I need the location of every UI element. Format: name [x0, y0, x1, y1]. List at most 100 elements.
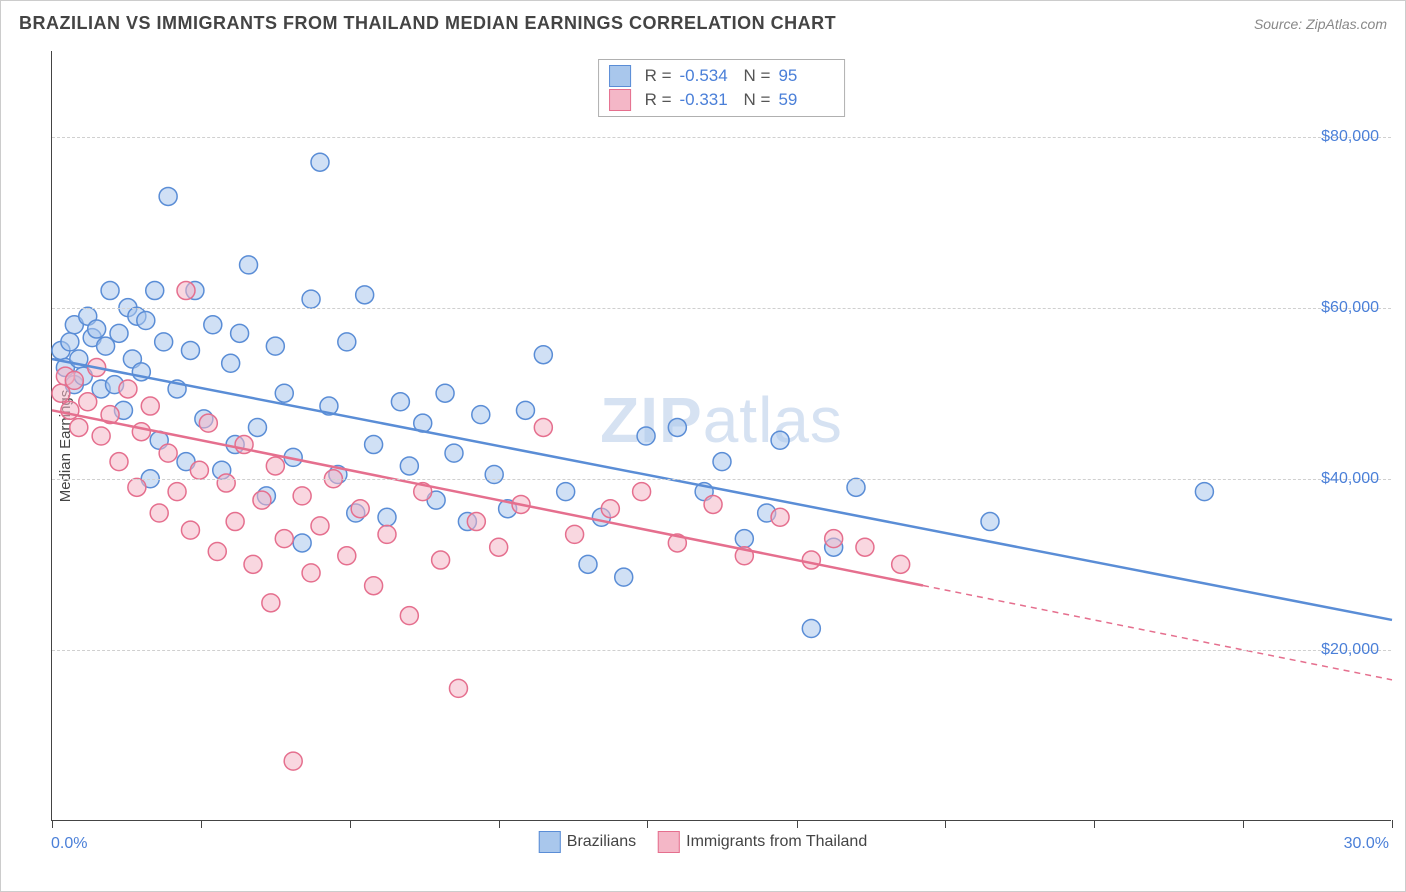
legend-swatch — [609, 89, 631, 111]
data-point — [338, 333, 356, 351]
data-point — [168, 483, 186, 501]
data-point — [132, 423, 150, 441]
chart-container: BRAZILIAN VS IMMIGRANTS FROM THAILAND ME… — [0, 0, 1406, 892]
plot-svg — [52, 51, 1391, 820]
correlation-legend-row: R = -0.331 N = 59 — [609, 88, 835, 112]
data-point — [231, 324, 249, 342]
data-point — [88, 320, 106, 338]
y-tick-label: $80,000 — [1321, 128, 1379, 146]
data-point — [190, 461, 208, 479]
data-point — [275, 530, 293, 548]
data-point — [378, 508, 396, 526]
x-tick — [647, 820, 648, 828]
legend-label: Brazilians — [567, 833, 636, 850]
data-point — [181, 341, 199, 359]
data-point — [802, 551, 820, 569]
data-point — [637, 427, 655, 445]
data-point — [92, 427, 110, 445]
data-point — [275, 384, 293, 402]
data-point — [65, 371, 83, 389]
data-point — [266, 457, 284, 475]
data-point — [802, 620, 820, 638]
data-point — [61, 333, 79, 351]
chart-header: BRAZILIAN VS IMMIGRANTS FROM THAILAND ME… — [19, 13, 1387, 34]
data-point — [137, 312, 155, 330]
legend-label: Immigrants from Thailand — [686, 833, 867, 850]
data-point — [704, 495, 722, 513]
data-point — [311, 153, 329, 171]
data-point — [248, 418, 266, 436]
data-point — [472, 406, 490, 424]
data-point — [436, 384, 454, 402]
chart-source: Source: ZipAtlas.com — [1254, 16, 1387, 32]
x-tick — [1392, 820, 1393, 828]
data-point — [633, 483, 651, 501]
data-point — [566, 525, 584, 543]
legend-item: Brazilians — [539, 831, 636, 853]
data-point — [159, 444, 177, 462]
data-point — [449, 679, 467, 697]
data-point — [128, 478, 146, 496]
data-point — [365, 577, 383, 595]
x-tick — [499, 820, 500, 828]
data-point — [847, 478, 865, 496]
series-legend: Brazilians Immigrants from Thailand — [539, 831, 867, 853]
data-point — [1195, 483, 1213, 501]
data-point — [856, 538, 874, 556]
data-point — [293, 487, 311, 505]
data-point — [467, 513, 485, 531]
n-value: 59 — [778, 90, 834, 110]
r-label: R = — [645, 66, 672, 86]
data-point — [226, 513, 244, 531]
data-point — [534, 346, 552, 364]
data-point — [615, 568, 633, 586]
data-point — [557, 483, 575, 501]
data-point — [311, 517, 329, 535]
data-point — [262, 594, 280, 612]
n-label: N = — [744, 90, 771, 110]
data-point — [253, 491, 271, 509]
data-point — [338, 547, 356, 565]
data-point — [244, 555, 262, 573]
trend-line — [52, 359, 1392, 620]
data-point — [485, 466, 503, 484]
y-tick-label: $20,000 — [1321, 641, 1379, 659]
data-point — [141, 397, 159, 415]
data-point — [351, 500, 369, 518]
legend-swatch — [609, 65, 631, 87]
x-tick — [1243, 820, 1244, 828]
data-point — [208, 543, 226, 561]
data-point — [101, 282, 119, 300]
data-point — [771, 431, 789, 449]
data-point — [79, 393, 97, 411]
data-point — [181, 521, 199, 539]
data-point — [668, 418, 686, 436]
x-tick — [1094, 820, 1095, 828]
gridline — [52, 137, 1391, 138]
legend-item: Immigrants from Thailand — [658, 831, 867, 853]
data-point — [217, 474, 235, 492]
n-value: 95 — [778, 66, 834, 86]
chart-title: BRAZILIAN VS IMMIGRANTS FROM THAILAND ME… — [19, 13, 836, 34]
data-point — [516, 401, 534, 419]
data-point — [222, 354, 240, 372]
data-point — [771, 508, 789, 526]
data-point — [266, 337, 284, 355]
data-point — [150, 504, 168, 522]
correlation-legend-row: R = -0.534 N = 95 — [609, 64, 835, 88]
plot-area: ZIPatlas R = -0.534 N = 95 R = -0.331 N … — [51, 51, 1391, 821]
data-point — [284, 752, 302, 770]
x-axis-min-label: 0.0% — [51, 835, 87, 853]
x-tick — [945, 820, 946, 828]
data-point — [365, 436, 383, 454]
gridline — [52, 308, 1391, 309]
data-point — [534, 418, 552, 436]
legend-swatch — [658, 831, 680, 853]
r-value: -0.331 — [680, 90, 736, 110]
data-point — [391, 393, 409, 411]
n-label: N = — [744, 66, 771, 86]
data-point — [892, 555, 910, 573]
data-point — [432, 551, 450, 569]
data-point — [378, 525, 396, 543]
data-point — [490, 538, 508, 556]
